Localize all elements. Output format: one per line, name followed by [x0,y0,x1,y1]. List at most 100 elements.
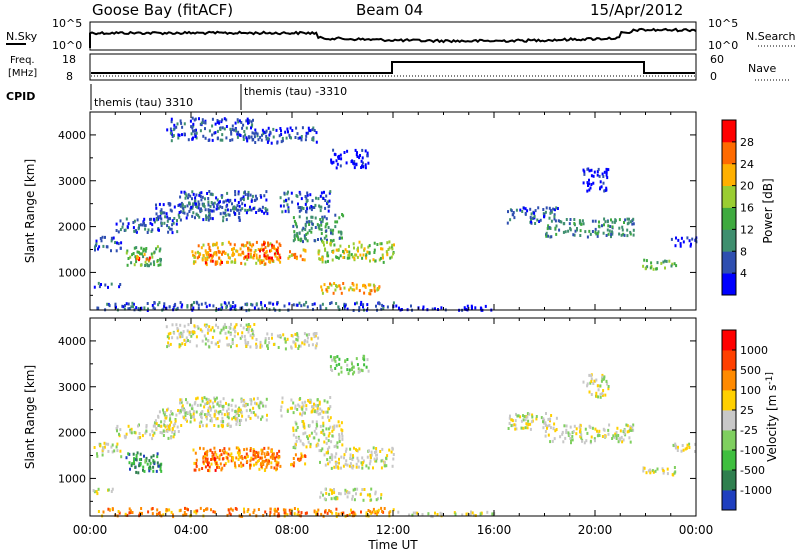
scatter-cell [209,259,212,263]
scatter-cell [325,217,328,221]
scatter-cell [607,232,610,236]
scatter-cell [594,427,597,431]
scatter-cell [266,332,269,336]
scatter-cell [266,136,269,140]
scatter-cell [241,414,244,418]
scatter-cell [254,249,257,252]
scatter-cell [208,469,211,473]
scatter-cell [334,359,337,363]
scatter-cell [369,510,371,514]
scatter-cell [535,415,538,418]
scatter-cell [607,224,610,228]
colorbar-swatch [722,350,736,371]
scatter-cell [302,240,304,244]
scatter-cell [237,130,240,134]
scatter-cell [325,288,328,292]
scatter-cell [193,402,196,406]
scatter-cell [343,151,346,154]
scatter-cell [156,259,159,262]
scatter-cell [317,225,320,229]
scatter-cell [299,239,302,243]
scatter-cell [599,392,602,396]
scatter-cell [132,452,135,456]
scatter-cell [171,430,174,434]
scatter-cell [253,508,256,512]
scatter-cell [208,345,211,349]
scatter-cell [265,190,268,194]
scatter-cell [204,459,207,463]
scatter-cell [214,251,217,254]
scatter-cell [142,249,145,253]
scatter-cell [171,323,174,327]
scatter-cell [144,431,147,435]
scatter-cell [360,300,363,304]
scatter-cell [170,420,173,424]
scatter-cell [408,513,411,517]
scatter-cell [341,213,344,216]
scatter-cell [464,307,466,311]
scatter-cell [192,129,194,133]
scatter-cell [358,306,361,310]
scatter-cell [305,131,308,135]
scatter-cell [228,325,231,329]
scatter-cell [238,218,241,222]
scatter-cell [190,132,193,136]
scatter-cell [264,337,267,341]
scatter-cell [366,154,369,158]
scatter-cell [124,228,127,232]
y-tick-label: 3000 [58,381,86,394]
scatter-cell [358,240,361,244]
scatter-cell [160,258,162,262]
scatter-cell [254,198,257,202]
scatter-cell [325,436,328,440]
scatter-cell [193,324,196,328]
scatter-cell [276,334,279,338]
scatter-cell [533,214,536,218]
scatter-cell [218,339,221,343]
scatter-cell [342,464,345,468]
scatter-cell [523,415,526,418]
scatter-cell [191,407,194,411]
scatter-cell [567,229,570,233]
scatter-cell [357,370,360,374]
scatter-cell [221,138,224,142]
scatter-cell [576,227,578,230]
scatter-cell [325,307,328,311]
scatter-cell [319,495,322,499]
scatter-cell [198,421,201,425]
scatter-cell [263,446,266,450]
scatter-cell [134,465,137,469]
scatter-cell [327,434,330,438]
scatter-cell [294,453,297,457]
scatter-cell [168,203,171,207]
scatter-cell [218,404,221,408]
scatter-cell [268,133,271,137]
scatter-cell [245,309,248,313]
scatter-cell [321,219,324,223]
scatter-cell [334,497,337,501]
scatter-cell [584,427,587,431]
scatter-cell [327,451,329,455]
scatter-cell [315,344,318,348]
scatter-cell [340,157,343,161]
scatter-cell [391,447,394,451]
scatter-cell [243,400,246,404]
scatter-cell [247,414,250,418]
scatter-cell [119,246,122,250]
scatter-cell [185,336,188,340]
scatter-cell [342,249,345,253]
colorbar-swatch [722,251,736,274]
scatter-cell [178,215,181,219]
scatter-cell [346,256,349,260]
scatter-cell [509,218,512,222]
scatter-cell [171,427,174,431]
scatter-cell [261,133,263,137]
scatter-cell [579,229,582,233]
scatter-cell [329,282,331,286]
scatter-cell [254,141,257,144]
scatter-cell [544,210,547,214]
scatter-cell [690,242,692,246]
scatter-cell [172,515,175,519]
scatter-cell [126,249,129,253]
scatter-cell [291,200,294,204]
